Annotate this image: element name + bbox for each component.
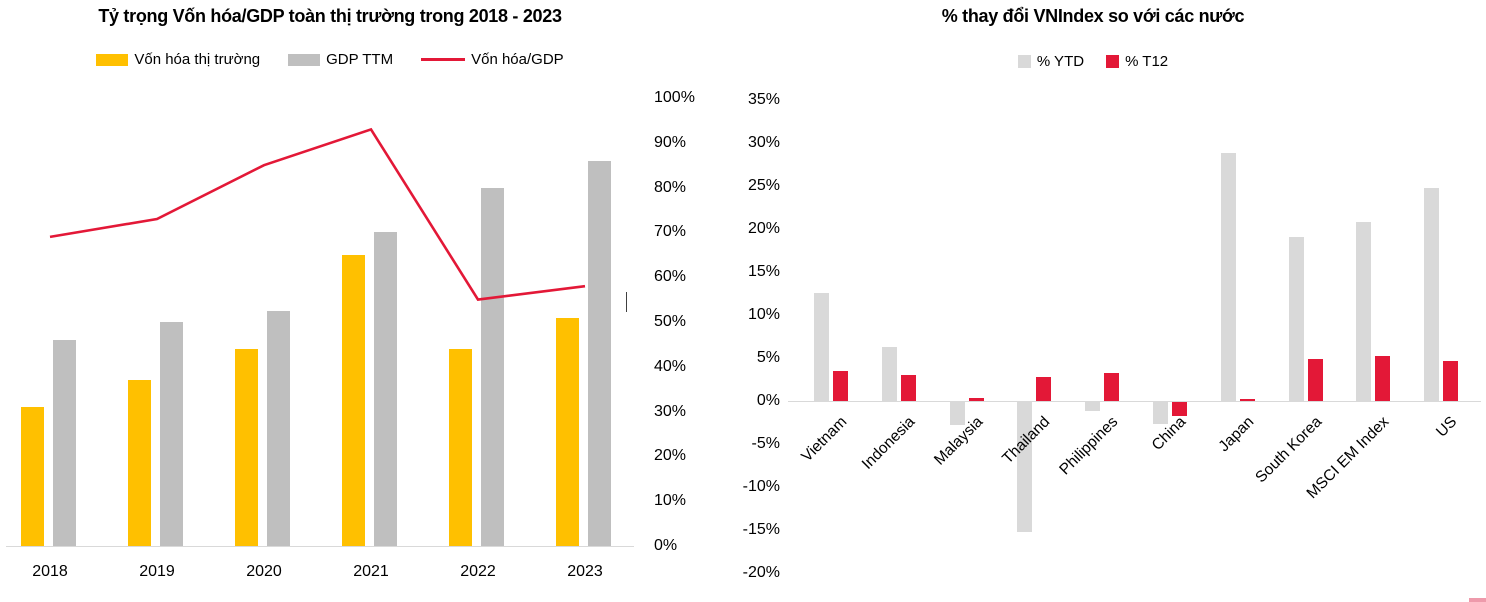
legend-bar-swatch — [96, 53, 129, 66]
right-y-tick-label: 35% — [747, 91, 780, 108]
bar-ytd-indonesia — [881, 346, 897, 401]
right-y-tick-label: -5% — [751, 435, 780, 452]
right-category-label: Japan — [1215, 413, 1258, 456]
left-y-tick-label: 80% — [654, 178, 687, 196]
legend-bar-swatch — [288, 53, 321, 66]
right-y-tick-label: 0% — [756, 392, 780, 409]
legend-bar-swatch — [1106, 55, 1120, 68]
right-category-label: Thailand — [999, 413, 1054, 468]
bar-market-cap-2022 — [449, 348, 472, 546]
bar-market-cap-2021 — [342, 254, 365, 546]
bar-ytd-japan — [1220, 153, 1236, 401]
right-chart-title-text: % thay đổi VNIndex so với các nước — [941, 6, 1245, 26]
bar-gdp-ttm-2018 — [53, 339, 76, 546]
right-y-tick-label: 15% — [747, 263, 780, 280]
bar-gdp-ttm-2021 — [374, 232, 397, 546]
bar-gdp-ttm-2022 — [481, 187, 504, 546]
left-x-axis-line — [6, 546, 634, 547]
bar-t12-philippines — [1104, 373, 1120, 401]
bar-gdp-ttm-2023 — [588, 160, 611, 546]
right-y-tick-label: 30% — [747, 134, 780, 151]
bar-ytd-vietnam — [814, 292, 829, 401]
legend-label: GDP TTM — [326, 51, 394, 68]
legend-label: % YTD — [1036, 53, 1085, 70]
left-y-tick-label: 30% — [654, 402, 687, 420]
bar-t12-indonesia — [900, 375, 916, 401]
right-y-tick-label: 10% — [747, 306, 780, 323]
bar-ytd-thailand — [1017, 401, 1033, 532]
right-y-tick-label: -15% — [742, 521, 780, 538]
bar-market-cap-2019 — [128, 380, 151, 546]
legend-item: % YTD — [1017, 53, 1085, 70]
right-y-tick-label: -20% — [742, 564, 780, 581]
legend-item: Vốn hóa/GDP — [421, 51, 564, 68]
von-hoa-gdp-polyline — [49, 127, 586, 301]
left-chart-title-text: Tỷ trọng Vốn hóa/GDP toàn thị trường tro… — [98, 6, 562, 26]
right-category-label: Philippines — [1056, 413, 1122, 479]
left-y-tick-label: 20% — [654, 447, 687, 465]
bar-market-cap-2020 — [235, 348, 258, 546]
legend-label: Vốn hóa/GDP — [471, 51, 564, 68]
right-chart-title: % thay đổi VNIndex so với các nước — [700, 6, 1486, 27]
legend-label: Vốn hóa thị trường — [134, 51, 261, 68]
left-y-tick-label: 0% — [654, 537, 678, 554]
left-x-tick-label: 2021 — [353, 563, 389, 580]
bar-market-cap-2023 — [556, 317, 579, 546]
bar-t12-vietnam — [833, 370, 848, 401]
right-category-label: China — [1148, 413, 1190, 454]
bar-market-cap-2018 — [21, 407, 44, 546]
bar-t12-south-korea — [1307, 358, 1323, 401]
stray-tick-mark — [625, 292, 627, 312]
legend-line-swatch — [421, 58, 466, 61]
legend-item: GDP TTM — [288, 51, 393, 68]
left-x-tick-label: 2019 — [139, 563, 175, 580]
left-y-tick-label: 70% — [654, 223, 687, 241]
right-y-tick-label: 20% — [747, 220, 780, 237]
left-y-tick-label: 10% — [654, 492, 687, 510]
right-y-tick-label: -10% — [742, 478, 780, 495]
right-chart-legend: % YTD % T12 — [700, 53, 1486, 70]
right-category-label: Vietnam — [798, 413, 851, 466]
right-y-tick-label: 5% — [756, 349, 780, 366]
left-y-tick-label: 60% — [654, 268, 687, 286]
right-category-label: Indonesia — [858, 413, 919, 473]
legend-item: Vốn hóa thị trường — [96, 51, 260, 68]
legend-bar-swatch — [1017, 55, 1031, 68]
right-category-label: Malaysia — [930, 413, 986, 469]
bar-ytd-us — [1424, 187, 1440, 401]
left-x-tick-label: 2018 — [32, 563, 68, 580]
bar-t12-thailand — [1036, 376, 1052, 401]
left-y-tick-label: 50% — [654, 313, 687, 330]
bar-gdp-ttm-2020 — [267, 310, 290, 546]
legend-label: % T12 — [1125, 53, 1169, 70]
bar-gdp-ttm-2019 — [160, 322, 183, 546]
left-x-tick-label: 2023 — [567, 563, 603, 580]
bar-t12-us — [1443, 361, 1459, 401]
bar-t12-msci-em-index — [1375, 356, 1391, 401]
left-y-tick-label: 40% — [654, 357, 687, 375]
left-y-tick-label: 90% — [654, 133, 687, 151]
bar-t12-china — [1172, 401, 1187, 416]
right-y-tick-label: 25% — [747, 177, 780, 194]
left-x-tick-label: 2022 — [460, 563, 496, 580]
line-von-hoa-gdp — [49, 127, 586, 301]
legend-item: % T12 — [1106, 53, 1168, 70]
left-y-tick-label: 100% — [654, 89, 695, 106]
right-x-axis-line — [788, 401, 1481, 402]
right-category-label: US — [1433, 413, 1461, 441]
corner-pink-strip — [1469, 598, 1486, 602]
bar-t12-japan — [1239, 399, 1255, 401]
bar-ytd-south-korea — [1288, 236, 1304, 401]
left-chart-title: Tỷ trọng Vốn hóa/GDP toàn thị trường tro… — [0, 6, 660, 27]
bar-ytd-malaysia — [949, 401, 965, 426]
bar-ytd-philippines — [1085, 401, 1101, 412]
bar-ytd-msci-em-index — [1356, 222, 1372, 401]
bar-ytd-china — [1153, 401, 1168, 425]
bar-t12-malaysia — [968, 398, 984, 401]
right-category-label: South Korea — [1251, 413, 1325, 487]
left-x-tick-label: 2020 — [246, 563, 282, 580]
right-category-label: MSCI EM Index — [1303, 413, 1393, 503]
left-chart-legend: Vốn hóa thị trường GDP TTM Vốn hóa/GDP — [0, 51, 660, 68]
